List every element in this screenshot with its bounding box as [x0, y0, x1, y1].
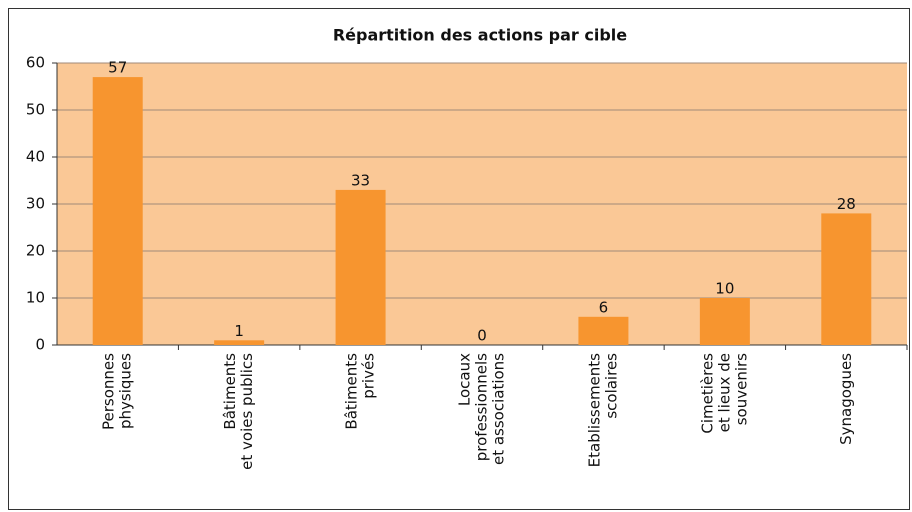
x-tick-label: Cimetières — [698, 353, 716, 434]
x-tick-label: Bâtiments — [343, 353, 361, 430]
x-tick-label: Synagogues — [837, 353, 855, 445]
x-tick-label: privés — [360, 353, 378, 399]
bar — [578, 316, 629, 345]
x-tick-label: et lieux de — [715, 353, 733, 432]
x-tick-label: Bâtiments — [221, 353, 239, 430]
y-tick-label: 60 — [26, 54, 45, 72]
y-tick-label: 20 — [26, 242, 45, 260]
x-tick-label: Etablissements — [585, 353, 603, 467]
x-tick-label: et voies publics — [238, 353, 256, 470]
x-tick-label: professionnels — [473, 353, 491, 461]
bar — [92, 77, 143, 345]
y-tick-label: 10 — [26, 289, 45, 307]
x-tick-label: souvenirs — [732, 353, 750, 425]
x-tick-label: physiques — [117, 353, 135, 429]
value-label: 6 — [599, 298, 609, 316]
y-tick-label: 30 — [26, 195, 45, 213]
x-tick-label: Locaux — [456, 353, 474, 406]
value-label: 57 — [108, 59, 127, 77]
y-tick-label: 0 — [35, 336, 45, 354]
bar — [335, 189, 386, 345]
value-label: 1 — [234, 322, 244, 340]
x-tick-label: Personnes — [100, 353, 118, 430]
bar — [214, 340, 265, 345]
value-label: 0 — [477, 327, 487, 345]
bar — [699, 298, 750, 345]
y-tick-label: 40 — [26, 148, 45, 166]
chart-title: Répartition des actions par cible — [333, 26, 627, 45]
value-label: 28 — [837, 195, 856, 213]
x-tick-label: scolaires — [602, 353, 620, 419]
y-tick-label: 50 — [26, 101, 45, 119]
value-label: 33 — [351, 171, 370, 189]
bar — [821, 213, 872, 345]
x-tick-label: et associations — [490, 353, 508, 465]
value-label: 10 — [715, 280, 734, 298]
